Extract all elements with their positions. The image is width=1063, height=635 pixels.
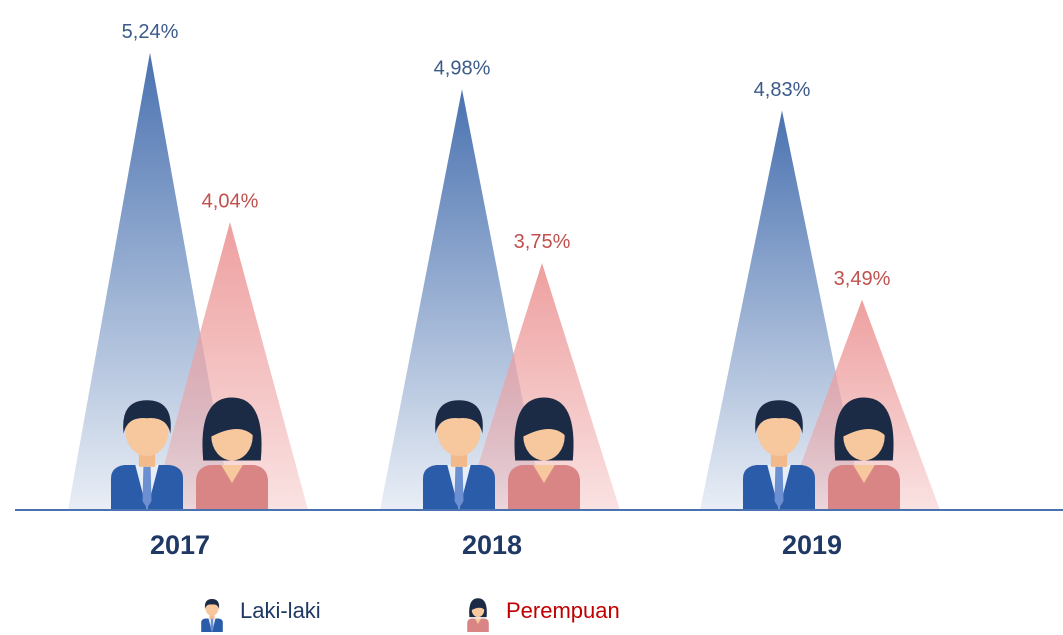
value-label: 4,83% <box>754 79 811 101</box>
bangs <box>208 408 256 438</box>
collar <box>474 618 482 624</box>
tie <box>142 466 152 509</box>
man-icon <box>111 400 183 510</box>
collar <box>533 465 555 483</box>
bangs <box>840 408 888 438</box>
dress <box>467 618 489 632</box>
tie <box>210 619 214 632</box>
man-icon <box>743 400 815 510</box>
year-label: 2017 <box>150 530 210 560</box>
man-icon <box>201 599 223 632</box>
peaks <box>68 52 940 511</box>
value-label: 4,04% <box>202 190 259 212</box>
year-label: 2019 <box>782 530 842 560</box>
bangs <box>520 408 568 438</box>
tie <box>774 466 784 509</box>
woman-icon <box>467 598 489 632</box>
tie <box>454 466 464 509</box>
hair <box>755 400 803 434</box>
collar <box>221 465 243 483</box>
value-label: 5,24% <box>122 21 179 43</box>
dress <box>196 465 268 510</box>
legend-label: Laki-laki <box>240 598 321 623</box>
hair <box>435 400 483 434</box>
man-icon <box>423 400 495 510</box>
bangs <box>470 601 486 611</box>
value-label: 3,49% <box>834 268 891 290</box>
peak <box>152 222 308 510</box>
neck <box>770 454 788 467</box>
woman-icon <box>508 397 580 510</box>
dress <box>828 465 900 510</box>
icons <box>111 397 900 632</box>
value-label: 3,75% <box>514 231 571 253</box>
legend-label: Perempuan <box>506 598 620 623</box>
hair <box>123 400 171 434</box>
peak <box>464 262 620 510</box>
neck <box>450 454 468 467</box>
woman-icon <box>196 397 268 510</box>
value-label: 4,98% <box>434 58 491 80</box>
woman-icon <box>828 397 900 510</box>
hair <box>204 599 220 610</box>
collar <box>853 465 875 483</box>
year-label: 2018 <box>462 530 522 560</box>
neck <box>209 615 215 620</box>
neck <box>138 454 156 467</box>
dress <box>508 465 580 510</box>
